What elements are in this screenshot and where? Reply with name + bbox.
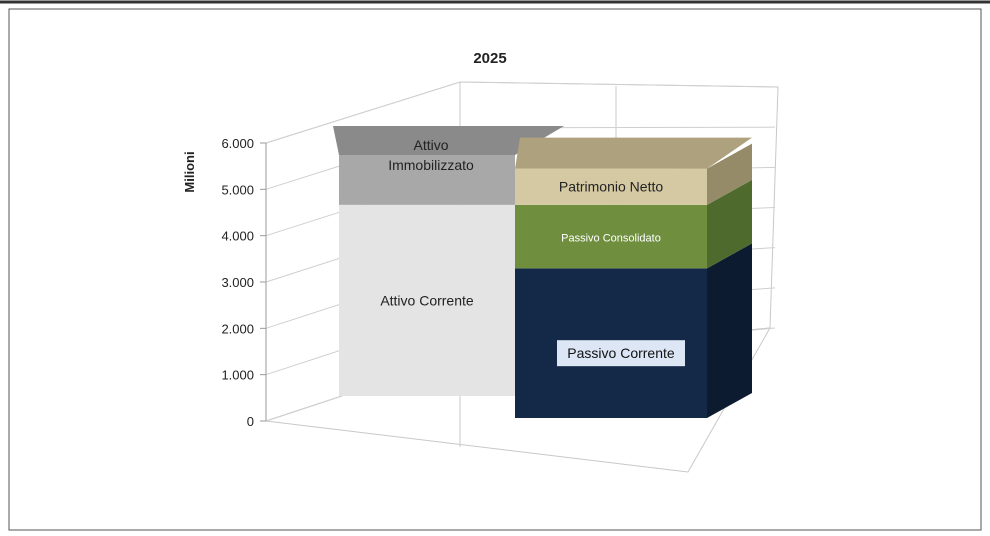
bar-side xyxy=(707,243,752,418)
y-tick-label: 0 xyxy=(247,414,254,429)
gridline-back xyxy=(459,81,776,88)
bar-segment: Patrimonio Netto xyxy=(515,137,752,205)
bar-top xyxy=(333,126,564,155)
gridline-left xyxy=(265,81,461,144)
y-tick-label: 2.000 xyxy=(221,321,254,336)
segment-label: Patrimonio Netto xyxy=(559,179,663,195)
bar-front xyxy=(339,155,515,205)
y-tick-labels: 0 1.000 2.000 3.000 4.000 5.000 6.000 xyxy=(221,136,254,429)
segment-label: Attivo xyxy=(413,137,448,153)
y-tick-label: 4.000 xyxy=(221,229,254,244)
bar-side xyxy=(707,143,752,205)
segment-label: Passivo Consolidato xyxy=(561,233,661,245)
bar-front xyxy=(515,204,707,269)
y-axis-label: Milioni xyxy=(182,151,197,192)
bar-front xyxy=(515,168,707,205)
bar-segment: Passivo Corrente xyxy=(515,243,752,418)
y-tick-label: 1.000 xyxy=(221,368,254,383)
y-tick-label: 6.000 xyxy=(221,136,254,151)
y-tick-label: 3.000 xyxy=(221,275,254,290)
label-box xyxy=(557,340,685,367)
bar-front xyxy=(339,204,515,396)
y-tick-label: 5.000 xyxy=(221,182,254,197)
bar-top xyxy=(515,137,752,169)
segment-label: Immobilizzato xyxy=(388,157,474,173)
segment-label: Passivo Corrente xyxy=(567,345,675,361)
bars: Attivo Corrente Attivo Immobilizzato Passiv… xyxy=(333,126,752,418)
segment-label: Attivo Corrente xyxy=(380,292,474,308)
bar-segment: Attivo Corrente xyxy=(339,204,515,396)
bar-segment: Passivo Consolidato xyxy=(515,179,752,269)
bar-side xyxy=(707,179,752,269)
bar-segment: Attivo Immobilizzato xyxy=(333,126,564,205)
chart-title: 2025 xyxy=(473,50,506,67)
